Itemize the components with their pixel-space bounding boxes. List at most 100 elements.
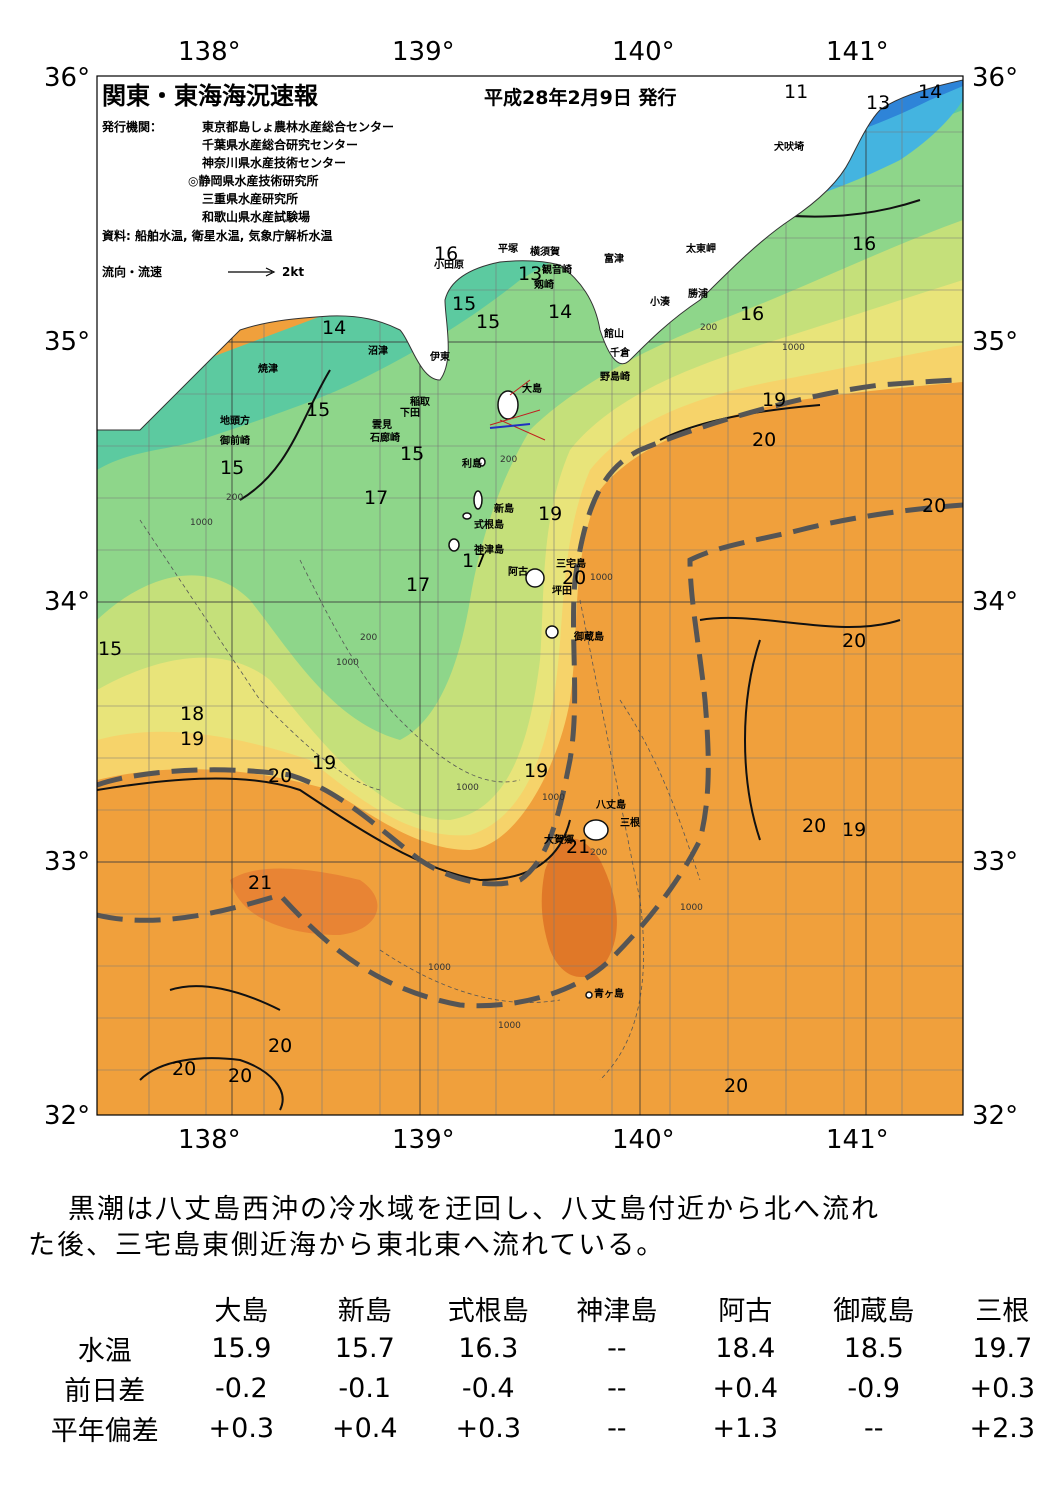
lat-label-right-34: 34° bbox=[972, 587, 1018, 617]
place-kominato: 小湊 bbox=[649, 295, 671, 308]
map-area bbox=[97, 76, 963, 1115]
temp-label: 20 bbox=[228, 1065, 252, 1087]
temp-label: 11 bbox=[784, 81, 808, 103]
place-miyakejima: 三宅島 bbox=[556, 557, 586, 570]
temp-label: 13 bbox=[518, 263, 542, 285]
warm-core bbox=[541, 838, 617, 978]
temp-label: 15 bbox=[220, 457, 244, 479]
current-scale-value: 2kt bbox=[282, 265, 304, 279]
table-cell: +2.3 bbox=[969, 1412, 1036, 1444]
depth-label: 1000 bbox=[190, 518, 213, 528]
place-taitomisaki: 太東岬 bbox=[685, 242, 716, 255]
place-mikurajima: 御蔵島 bbox=[573, 630, 604, 643]
place-hiratsuka: 平塚 bbox=[498, 242, 518, 255]
place-ito: 伊東 bbox=[429, 350, 450, 363]
col-header: 新島 bbox=[337, 1295, 392, 1327]
place-yaizu: 焼津 bbox=[258, 362, 278, 375]
summary-line-1: 黒潮は八丈島西沖の冷水域を迂回し、八丈島付近から北へ流れ bbox=[68, 1194, 880, 1225]
place-okago: 大賀郷 bbox=[544, 833, 574, 846]
depth-label: 200 bbox=[500, 455, 517, 465]
temp-label: 19 bbox=[312, 752, 336, 774]
temp-label: 17 bbox=[406, 574, 430, 596]
summary-text: 黒潮は八丈島西沖の冷水域を迂回し、八丈島付近から北へ流れ た後、三宅島東側近海か… bbox=[28, 1192, 1028, 1264]
depth-label: 1000 bbox=[542, 793, 565, 803]
table-cell: +0.4 bbox=[331, 1412, 398, 1444]
temp-label: 19 bbox=[842, 819, 866, 841]
place-hachijojima: 八丈島 bbox=[595, 798, 626, 811]
place-odawara: 小田原 bbox=[433, 258, 464, 271]
depth-label: 1000 bbox=[456, 783, 479, 793]
table-cell: 16.3 bbox=[458, 1332, 519, 1364]
table-cell: +0.3 bbox=[969, 1372, 1036, 1404]
lat-label-left-33: 33° bbox=[44, 847, 90, 877]
place-inatori: 稲取 bbox=[410, 395, 431, 408]
summary-line-2: た後、三宅島東側近海から東北東へ流れている。 bbox=[28, 1230, 666, 1261]
depth-label: 200 bbox=[360, 633, 377, 643]
table-cell: +0.4 bbox=[712, 1372, 779, 1404]
lat-label-left-35: 35° bbox=[44, 327, 90, 357]
place-nojimazaki: 野島崎 bbox=[600, 370, 630, 383]
temp-label: 15 bbox=[306, 399, 330, 421]
shikinejima-island bbox=[462, 512, 472, 520]
current-legend-label: 流向・流速 bbox=[102, 264, 162, 279]
place-shikinejima: 式根島 bbox=[474, 518, 504, 531]
publisher-1: 東京都島しょ農林水産総合センター bbox=[202, 119, 394, 134]
sea-temperature-map: 138° 139° 140° 141° 138° 139° 140° 141° … bbox=[44, 37, 1018, 1155]
temp-label: 14 bbox=[322, 317, 346, 339]
temp-label: 15 bbox=[400, 443, 424, 465]
place-names: 犬吠埼 太東岬 勝浦 小湊 富津 横須賀 観音崎 剱崎 平塚 小田原 館山 千倉… bbox=[219, 140, 804, 1000]
temp-label: 20 bbox=[268, 765, 292, 787]
temp-label: 21 bbox=[248, 872, 272, 894]
table-cell: +1.3 bbox=[712, 1412, 779, 1444]
table-cell: -0.4 bbox=[461, 1372, 515, 1404]
lat-label-left-34: 34° bbox=[44, 587, 90, 617]
depth-labels: 200 1000 200 1000 200 1000 200 1000 1000… bbox=[190, 323, 805, 1031]
temp-label: 20 bbox=[172, 1058, 196, 1080]
temp-label: 21 bbox=[566, 836, 590, 858]
lon-label-top-140: 140° bbox=[612, 37, 675, 67]
place-kozushima: 神津島 bbox=[474, 543, 504, 556]
aogashima-island bbox=[585, 991, 593, 999]
depth-label: 1000 bbox=[336, 658, 359, 668]
place-omaezaki: 御前崎 bbox=[219, 434, 250, 447]
temp-label: 16 bbox=[852, 233, 876, 255]
table-cell: 19.7 bbox=[972, 1332, 1033, 1364]
temp-label: 19 bbox=[538, 503, 562, 525]
table-cell: -0.9 bbox=[847, 1372, 901, 1404]
temp-label: 18 bbox=[180, 703, 204, 725]
depth-label: 1000 bbox=[428, 963, 451, 973]
row-header: 平年偏差 bbox=[50, 1415, 159, 1447]
temp-label: 19 bbox=[524, 760, 548, 782]
niijima-island bbox=[473, 490, 483, 510]
place-numazu: 沼津 bbox=[368, 344, 388, 357]
temp-label: 19 bbox=[762, 389, 786, 411]
depth-label: 1000 bbox=[590, 573, 613, 583]
table-cell: +0.3 bbox=[455, 1412, 522, 1444]
lat-label-right-35: 35° bbox=[972, 327, 1018, 357]
publisher-2: 千葉県水産総合研究センター bbox=[202, 137, 358, 152]
temp-label: 20 bbox=[268, 1035, 292, 1057]
lat-label-right-36: 36° bbox=[972, 63, 1018, 93]
temp-label: 19 bbox=[180, 728, 204, 750]
col-header: 御蔵島 bbox=[833, 1295, 915, 1327]
place-shimoda: 下田 bbox=[400, 407, 420, 419]
table-row: 平年偏差 +0.3 +0.4 +0.3 -- +1.3 -- +2.3 bbox=[30, 1408, 1064, 1448]
temp-label: 14 bbox=[918, 81, 942, 103]
place-niijima: 新島 bbox=[494, 502, 514, 515]
kuroshio-axis bbox=[97, 377, 963, 1009]
temp-label: 17 bbox=[364, 487, 388, 509]
lat-label-right-33: 33° bbox=[972, 847, 1018, 877]
place-tsubota: 坪田 bbox=[552, 584, 572, 597]
row-header: 水温 bbox=[77, 1335, 132, 1367]
temp-label: 15 bbox=[98, 638, 122, 660]
toshima-island bbox=[478, 457, 486, 467]
temp-label: 20 bbox=[724, 1075, 748, 1097]
place-katsuura: 勝浦 bbox=[688, 287, 708, 300]
temp-label: 16 bbox=[740, 303, 764, 325]
lon-label-top-139: 139° bbox=[392, 37, 455, 67]
table-cell: 18.4 bbox=[715, 1332, 776, 1364]
table-corner bbox=[30, 1288, 180, 1328]
temp-label: 15 bbox=[476, 311, 500, 333]
place-tsurugisaki: 剱崎 bbox=[533, 278, 554, 291]
publisher-3: 神奈川県水産技術センター bbox=[202, 155, 346, 170]
